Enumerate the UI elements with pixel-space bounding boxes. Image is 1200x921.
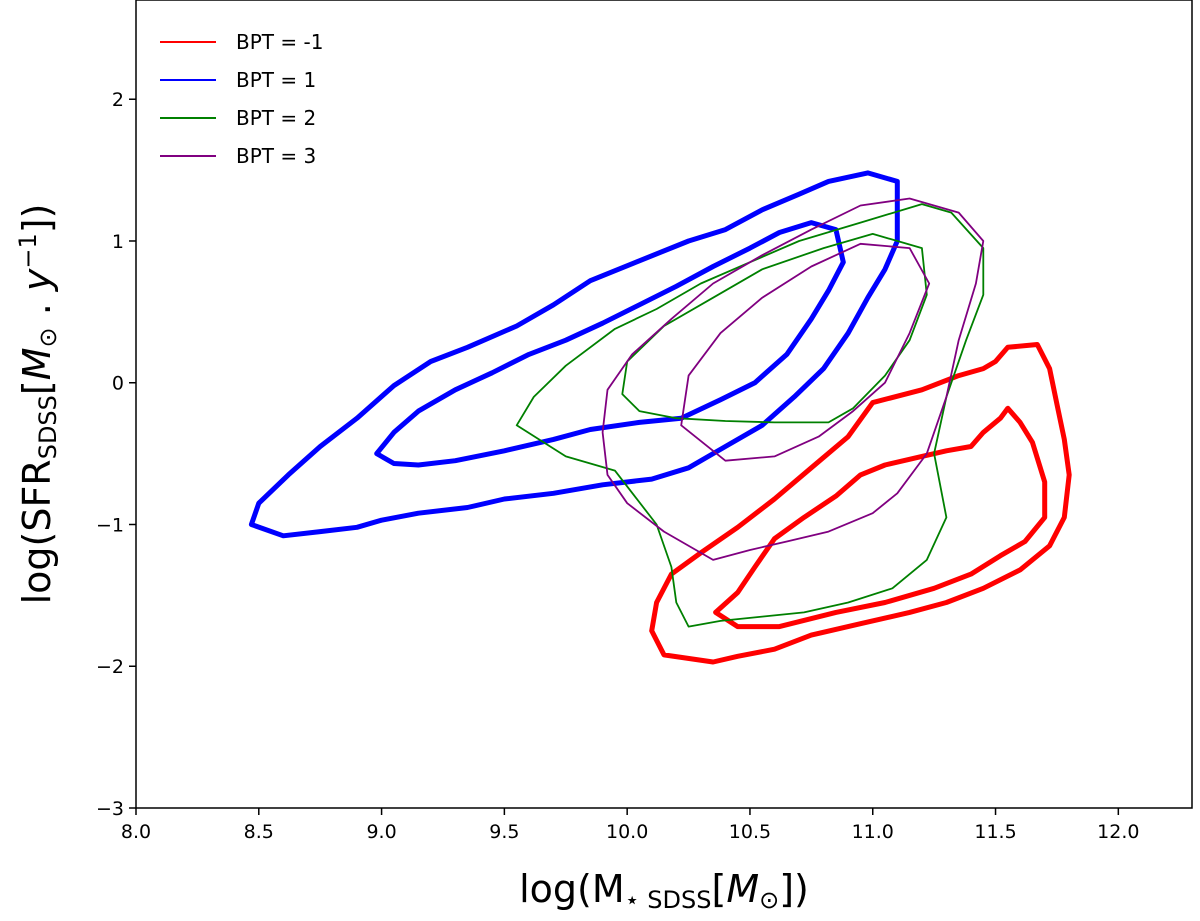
legend-label: BPT = 1 xyxy=(236,68,316,92)
contour-series-2-level-0 xyxy=(515,203,985,628)
contour-series-0-level-1 xyxy=(713,405,1048,630)
contour-series-1-level-1 xyxy=(374,220,846,468)
svg-text:log(M⋆ SDSS[M⊙]): log(M⋆ SDSS[M⊙]) xyxy=(519,867,809,914)
legend-label: BPT = -1 xyxy=(236,30,323,54)
contour-series-3-level-1 xyxy=(680,242,931,462)
svg-text:log(SFRSDSS[M⊙ . y−1]): log(SFRSDSS[M⊙ . y−1]) xyxy=(14,204,62,605)
y-tick-label: 0 xyxy=(112,373,124,395)
x-tick-label: 11.5 xyxy=(974,821,1016,843)
x-tick-label: 8.0 xyxy=(121,821,151,843)
contour-series-3-level-0 xyxy=(601,197,985,561)
y-axis-ticks: −3 −2 −1 0 1 2 xyxy=(96,89,136,820)
y-axis-label: log(SFRSDSS[M⊙ . y−1]) xyxy=(14,204,62,605)
y-tick-label: −2 xyxy=(96,656,124,678)
contour-layer xyxy=(248,170,1072,665)
x-tick-label: 9.5 xyxy=(489,821,519,843)
y-tick-label: −3 xyxy=(96,798,124,820)
y-tick-label: 1 xyxy=(112,231,124,253)
x-tick-label: 8.5 xyxy=(244,821,274,843)
x-tick-label: 10.0 xyxy=(606,821,648,843)
legend-label: BPT = 2 xyxy=(236,106,316,130)
y-tick-label: 2 xyxy=(112,89,124,111)
y-tick-label: −1 xyxy=(96,514,124,536)
legend-label: BPT = 3 xyxy=(236,144,316,168)
x-axis-label: log(M⋆ SDSS[M⊙]) xyxy=(519,867,809,914)
x-tick-label: 10.5 xyxy=(729,821,771,843)
contour-series-2-level-1 xyxy=(621,233,928,424)
legend: BPT = -1 BPT = 1 BPT = 2 BPT = 3 xyxy=(160,30,323,168)
x-tick-label: 9.0 xyxy=(366,821,396,843)
plot-frame xyxy=(135,0,1193,809)
contour-series-0-level-0 xyxy=(649,342,1072,665)
x-axis-ticks: 8.0 8.5 9.0 9.5 10.0 10.5 11.0 11.5 12.0 xyxy=(121,808,1139,843)
x-tick-label: 12.0 xyxy=(1097,821,1139,843)
x-label-subscript: ⋆ SDSS xyxy=(625,886,712,914)
x-tick-label: 11.0 xyxy=(852,821,894,843)
